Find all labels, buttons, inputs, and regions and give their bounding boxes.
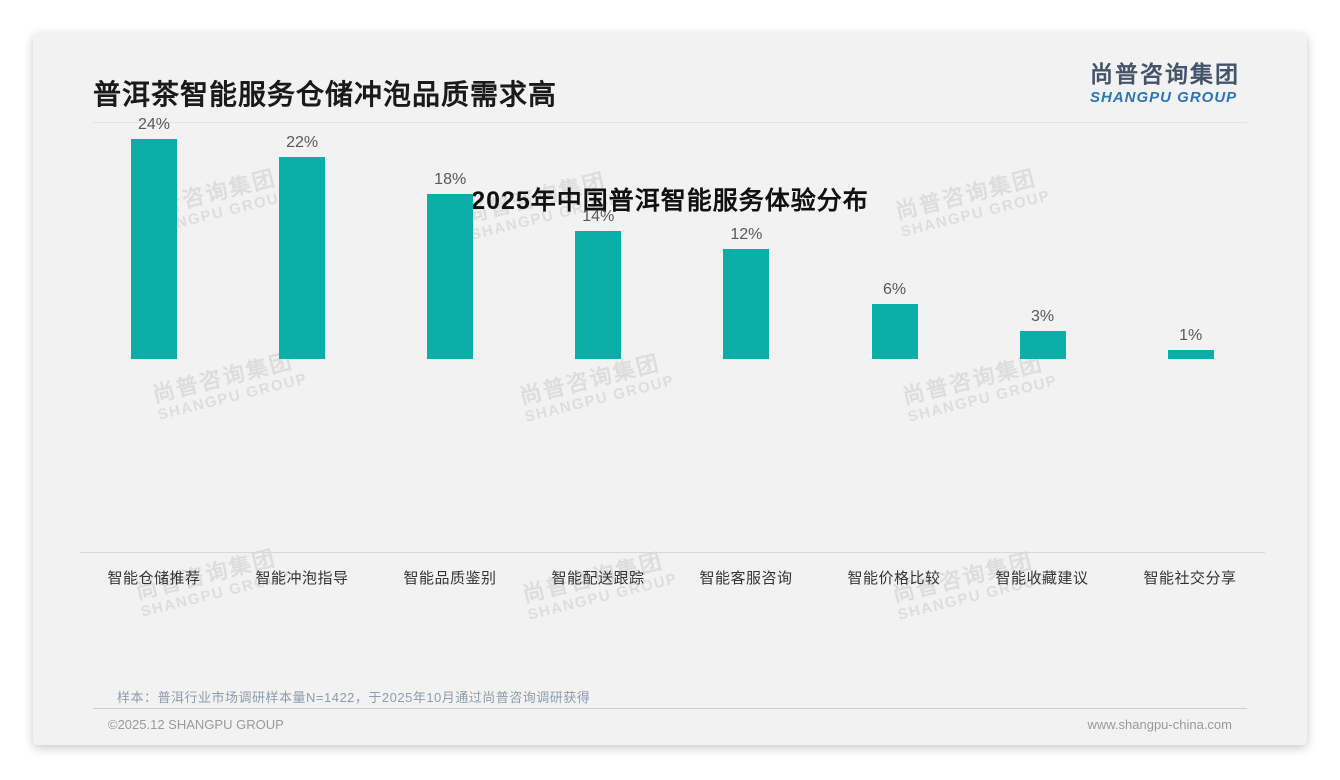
bar-group: 3% xyxy=(969,308,1117,359)
logo-chinese-name: 尚普咨询集团 xyxy=(1090,61,1240,87)
bar xyxy=(871,304,918,359)
bar xyxy=(279,157,326,359)
bar xyxy=(1019,331,1066,359)
category-label: 智能配送跟踪 xyxy=(551,570,645,587)
bar xyxy=(575,231,622,359)
bar-value-label: 22% xyxy=(286,134,319,151)
bar-value-label: 14% xyxy=(582,208,615,225)
bar-group: 6% xyxy=(821,281,969,359)
company-logo: 尚普咨询集团 SHANGPU GROUP xyxy=(1090,61,1240,107)
bar-group: 1% xyxy=(1117,327,1265,359)
bar-group: 18% xyxy=(376,171,524,359)
bar xyxy=(723,249,770,359)
bar-group: 12% xyxy=(672,226,820,359)
bar-value-label: 24% xyxy=(137,116,171,133)
bar-value-label: 12% xyxy=(730,226,763,243)
category-label: 智能收藏建议 xyxy=(995,570,1089,587)
sample-footnote: 样本：普洱行业市场调研样本量N=1422，于2025年10月通过尚普咨询调研获得 xyxy=(117,690,591,705)
category-axis: 智能仓储推荐 智能冲泡指导 智能品质鉴别 智能配送跟踪 智能客服咨询 智能价格比较 智能收藏… xyxy=(80,567,1265,588)
page-title: 普洱茶智能服务仓储冲泡品质需求高 xyxy=(93,79,558,110)
bar-group: 24% xyxy=(80,116,228,359)
slide-card: 尚普咨询集团 SHANGPU GROUP 尚普咨询集团 SHANGPU GROUP 尚普… xyxy=(33,33,1307,745)
website-url: www.shangpu-china.com xyxy=(1087,717,1232,732)
category-label: 智能仓储推荐 xyxy=(107,570,201,587)
bar-value-label: 18% xyxy=(434,171,467,188)
bar xyxy=(131,139,177,359)
footer-divider xyxy=(93,708,1247,709)
bar-chart: 24% 22% 18% 14% 12% 6% 3% 1% xyxy=(80,33,1265,552)
header-divider xyxy=(93,122,1247,123)
bar-group: 22% xyxy=(228,134,376,359)
bar-group: 14% xyxy=(524,208,672,359)
category-label: 智能社交分享 xyxy=(1143,570,1237,587)
category-label: 智能品质鉴别 xyxy=(403,570,497,587)
bar xyxy=(1167,350,1214,359)
category-label: 智能冲泡指导 xyxy=(255,570,349,587)
bar-value-label: 6% xyxy=(882,281,907,298)
bar-value-label: 1% xyxy=(1179,327,1203,344)
logo-english-name: SHANGPU GROUP xyxy=(1090,89,1238,107)
footer: ©2025.12 SHANGPU GROUP www.shangpu-china… xyxy=(108,717,1232,732)
category-label: 智能价格比较 xyxy=(847,570,941,587)
bar-value-label: 3% xyxy=(1031,308,1055,325)
x-axis-line xyxy=(80,552,1265,553)
category-label: 智能客服咨询 xyxy=(699,570,793,587)
chart-title: 2025年中国普洱智能服务体验分布 xyxy=(471,187,869,215)
bar xyxy=(427,194,474,359)
copyright-text: ©2025.12 SHANGPU GROUP xyxy=(108,717,284,732)
